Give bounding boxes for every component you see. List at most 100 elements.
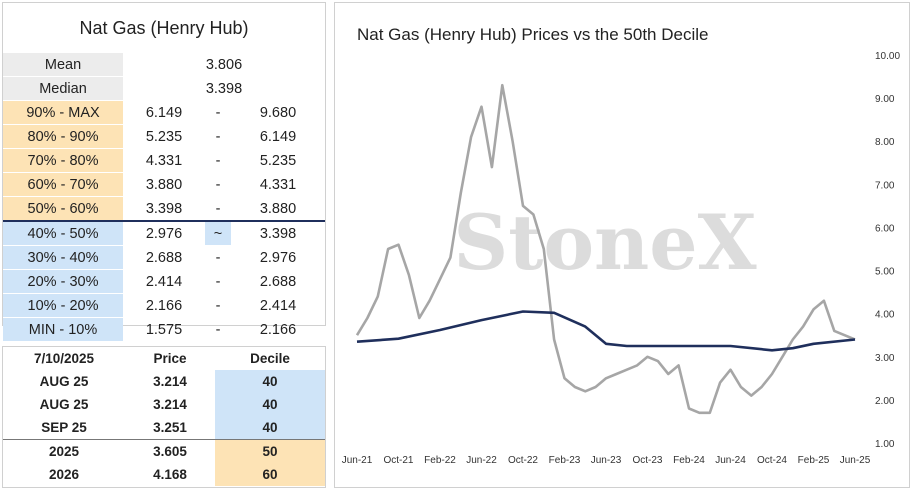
x-tick-label: Jun-21 xyxy=(342,455,373,466)
decile-low-value: 2.976 xyxy=(123,220,205,246)
x-tick-label: Jun-25 xyxy=(840,455,871,466)
decile-low-value: 2.414 xyxy=(123,269,205,294)
decile-row: 80% - 90% 5.235-6.149 xyxy=(3,124,325,149)
decile-separator: - xyxy=(205,172,231,197)
contract-decile: 50 xyxy=(215,439,325,463)
current-price-table: 7/10/2025 Price Decile AUG 25 3.214 40 AUG … xyxy=(3,347,325,486)
decile-separator: - xyxy=(205,124,231,149)
decile-range-label: 40% - 50% xyxy=(3,220,123,246)
x-tick-label: Oct-24 xyxy=(757,455,787,466)
decile-range-label: 90% - MAX xyxy=(3,100,123,125)
decile-high-value: 3.880 xyxy=(231,196,325,222)
x-tick-label: Feb-22 xyxy=(424,455,456,466)
decile-header: Decile xyxy=(215,347,325,370)
contract-label: AUG 25 xyxy=(39,397,89,412)
stonex-watermark: StoneX xyxy=(453,198,756,287)
decile-high-value: 6.149 xyxy=(231,124,325,149)
contract-price: 3.605 xyxy=(125,439,215,463)
decile-low-value: 5.235 xyxy=(123,124,205,149)
y-tick-label: 6.00 xyxy=(875,223,895,234)
decile-separator: - xyxy=(205,100,231,125)
decile-range-label: 60% - 70% xyxy=(3,172,123,197)
decile-row: 10% - 20% 2.166-2.414 xyxy=(3,293,325,318)
decile-low-value: 3.880 xyxy=(123,172,205,197)
y-tick-label: 8.00 xyxy=(875,137,895,148)
decile-low-value: 6.149 xyxy=(123,100,205,125)
median-series-line xyxy=(356,310,856,352)
contract-decile: 40 xyxy=(215,416,325,440)
decile-high-value: 4.331 xyxy=(231,172,325,197)
date-header: 7/10/2025 xyxy=(3,347,125,370)
decile-row: 90% - MAX 6.149-9.680 xyxy=(3,100,325,125)
decile-separator: - xyxy=(205,269,231,294)
decile-range-label: MIN - 10% xyxy=(3,317,123,342)
contract-decile: 60 xyxy=(215,463,325,486)
mean-value: 3.806 xyxy=(123,53,325,77)
contract-decile: 40 xyxy=(215,370,325,393)
x-tick-label: Jun-24 xyxy=(715,455,746,466)
x-tick-label: Oct-22 xyxy=(508,455,538,466)
decile-low-value: 3.398 xyxy=(123,196,205,222)
x-tick-label: Jun-23 xyxy=(591,455,622,466)
decile-row: 20% - 30% 2.414-2.688 xyxy=(3,269,325,294)
mean-row: Mean 3.806 xyxy=(3,53,325,77)
price-chart-panel: StoneX 1.00 2.00 3.00 4.00 5.00 6.00 7.00 8.00 9… xyxy=(334,2,910,488)
contract-price: 4.168 xyxy=(153,467,187,482)
current-price-row: AUG 25 3.214 40 xyxy=(3,393,325,416)
y-tick-label: 7.00 xyxy=(875,180,895,191)
y-tick-label: 2.00 xyxy=(875,396,895,407)
price-chart: StoneX 1.00 2.00 3.00 4.00 5.00 6.00 7.00 8.00 9… xyxy=(342,51,901,466)
y-tick-label: 3.00 xyxy=(875,353,895,364)
y-tick-label: 9.00 xyxy=(875,94,895,105)
current-price-row: 2026 4.168 60 xyxy=(3,463,325,486)
decile-table-title: Nat Gas (Henry Hub) xyxy=(79,18,249,38)
decile-separator: ~ xyxy=(205,220,231,246)
decile-separator: - xyxy=(205,293,231,318)
decile-separator: - xyxy=(205,148,231,173)
contract-label: 2025 xyxy=(3,439,125,463)
contract-decile: 40 xyxy=(215,393,325,416)
decile-high-value: 2.976 xyxy=(231,245,325,270)
x-tick-label: Oct-23 xyxy=(632,455,662,466)
current-price-row: AUG 25 3.214 40 xyxy=(3,370,325,393)
current-price-row: 2025 3.605 50 xyxy=(3,439,325,463)
decile-row: MIN - 10% 1.575-2.166 xyxy=(3,317,325,342)
chart-title: Nat Gas (Henry Hub) Prices vs the 50th D… xyxy=(357,25,709,44)
decile-range-label: 70% - 80% xyxy=(3,148,123,173)
decile-high-value: 9.680 xyxy=(231,100,325,125)
contract-price: 3.251 xyxy=(153,420,187,435)
contract-price: 3.214 xyxy=(153,374,187,389)
median-value: 3.398 xyxy=(123,76,325,101)
decile-range-label: 20% - 30% xyxy=(3,269,123,294)
y-tick-label: 5.00 xyxy=(875,267,895,278)
x-tick-label: Feb-23 xyxy=(549,455,581,466)
decile-high-value: 2.414 xyxy=(231,293,325,318)
y-tick-label: 4.00 xyxy=(875,310,895,321)
decile-high-value: 2.166 xyxy=(231,317,325,342)
decile-table: Mean 3.806 Median 3.398 90% - MAX 6.149-9… xyxy=(3,53,325,342)
price-header: Price xyxy=(125,347,215,370)
decile-separator: - xyxy=(205,317,231,342)
current-price-panel: 7/10/2025 Price Decile AUG 25 3.214 40 AUG … xyxy=(2,346,326,488)
decile-row: 30% - 40% 2.688-2.976 xyxy=(3,245,325,270)
y-tick-label: 1.00 xyxy=(875,439,895,450)
decile-low-value: 4.331 xyxy=(123,148,205,173)
decile-low-value: 2.166 xyxy=(123,293,205,318)
decile-table-panel: Nat Gas (Henry Hub) Mean 3.806 Median 3.… xyxy=(2,2,326,342)
decile-high-value: 3.398 xyxy=(231,220,325,246)
decile-range-label: 80% - 90% xyxy=(3,124,123,149)
decile-row: 50% - 60% 3.398-3.880 xyxy=(3,196,325,222)
decile-low-value: 2.688 xyxy=(123,245,205,270)
decile-high-value: 2.688 xyxy=(231,269,325,294)
decile-range-label: 50% - 60% xyxy=(3,196,123,222)
price-series-line xyxy=(355,83,856,415)
contract-label: AUG 25 xyxy=(39,374,89,389)
median-label: Median xyxy=(3,76,123,101)
y-tick-label: 10.00 xyxy=(875,51,900,62)
x-tick-label: Feb-25 xyxy=(798,455,830,466)
contract-price: 3.214 xyxy=(153,397,187,412)
contract-label: SEP 25 xyxy=(41,420,87,435)
contract-label: 2026 xyxy=(48,467,80,482)
mean-label: Mean xyxy=(3,53,123,77)
decile-range-label: 10% - 20% xyxy=(3,293,123,318)
